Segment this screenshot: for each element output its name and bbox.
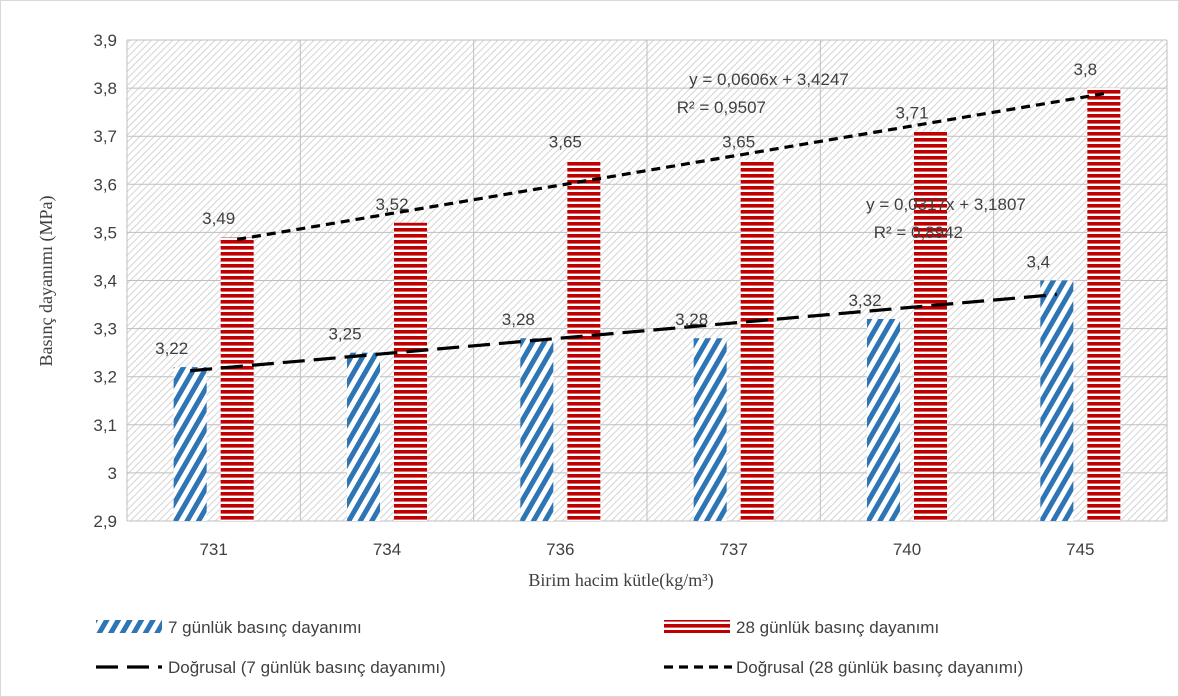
y-tick-label: 3,7 bbox=[93, 127, 117, 146]
data-label: 3,4 bbox=[1027, 253, 1051, 272]
data-label: 3,71 bbox=[895, 103, 928, 122]
y-axis-title: Basınç dayanımı (MPa) bbox=[36, 196, 57, 367]
x-tick-label: 736 bbox=[546, 540, 574, 559]
y-tick-label: 3,2 bbox=[93, 368, 117, 387]
bar bbox=[1040, 280, 1074, 521]
y-tick-label: 3,6 bbox=[93, 175, 117, 194]
data-label: 3,32 bbox=[848, 291, 881, 310]
x-tick-label: 745 bbox=[1066, 540, 1094, 559]
data-label: 3,52 bbox=[375, 195, 408, 214]
bar bbox=[394, 222, 427, 521]
bar bbox=[347, 352, 380, 521]
x-tick-label: 731 bbox=[199, 540, 227, 559]
data-label: 3,65 bbox=[549, 132, 582, 151]
bar bbox=[567, 160, 601, 521]
y-tick-label: 3,9 bbox=[93, 31, 117, 50]
legend-swatch bbox=[664, 620, 730, 633]
y-tick-label: 3,8 bbox=[93, 79, 117, 98]
data-label: 3,65 bbox=[722, 132, 755, 151]
legend: 7 günlük basınç dayanımı 28 günlük basınç… bbox=[96, 618, 1023, 677]
legend-label: 28 günlük basınç dayanımı bbox=[736, 618, 939, 637]
data-label: 3,49 bbox=[202, 209, 235, 228]
legend-label: Doğrusal (28 günlük basınç dayanımı) bbox=[736, 658, 1023, 677]
x-tick-label: 740 bbox=[893, 540, 921, 559]
x-tick-label: 737 bbox=[719, 540, 747, 559]
trendline bbox=[190, 292, 1057, 373]
x-axis-title: Birim hacim kütle(kg/m³) bbox=[528, 570, 713, 591]
legend-label: Doğrusal (7 günlük basınç dayanımı) bbox=[168, 658, 446, 677]
y-tick-label: 3,5 bbox=[93, 223, 117, 242]
data-label: 3,22 bbox=[155, 339, 188, 358]
y-tick-label: 3 bbox=[108, 464, 117, 483]
trendline bbox=[236, 92, 1105, 242]
trendline-r-squared: R² = 0,8942 bbox=[874, 223, 963, 242]
bar bbox=[1087, 88, 1121, 521]
y-tick-label: 3,4 bbox=[93, 272, 117, 291]
bar bbox=[914, 131, 947, 521]
bars bbox=[173, 88, 1121, 521]
x-axis-ticks: 731 734 736 737 740 745 bbox=[199, 540, 1094, 559]
data-label: 3,28 bbox=[675, 310, 708, 329]
y-tick-label: 2,9 bbox=[93, 512, 117, 531]
bar bbox=[693, 338, 727, 521]
legend-label: 7 günlük basınç dayanımı bbox=[168, 618, 362, 637]
trendline-r-squared: R² = 0,9507 bbox=[677, 98, 766, 117]
y-tick-label: 3,1 bbox=[93, 416, 117, 435]
gridlines bbox=[126, 39, 1168, 522]
data-label: 3,25 bbox=[328, 325, 361, 344]
bar bbox=[173, 367, 207, 521]
bar bbox=[220, 237, 254, 521]
legend-swatch bbox=[96, 620, 162, 633]
data-label: 3,28 bbox=[502, 310, 535, 329]
y-axis-ticks: 2,9 3 3,1 3,2 3,3 3,4 3,5 3,6 3,7 3,8 3,9 bbox=[93, 31, 117, 531]
y-tick-label: 3,3 bbox=[93, 320, 117, 339]
trendlines bbox=[190, 92, 1105, 373]
x-tick-label: 734 bbox=[373, 540, 401, 559]
trendline-equation: y = 0,0317x + 3,1807 bbox=[866, 195, 1026, 214]
bar bbox=[520, 338, 554, 521]
bar bbox=[740, 160, 774, 521]
bar bbox=[867, 318, 900, 521]
data-label: 3,8 bbox=[1074, 60, 1098, 79]
trendline-equations: y = 0,0317x + 3,1807 R² = 0,8942 y = 0,060… bbox=[677, 70, 1026, 242]
data-labels: 3,22 3,25 3,28 3,28 3,32 3,4 3,49 3,52 3,65 3,65 3… bbox=[155, 60, 1097, 358]
trendline-equation: y = 0,0606x + 3,4247 bbox=[689, 70, 849, 89]
